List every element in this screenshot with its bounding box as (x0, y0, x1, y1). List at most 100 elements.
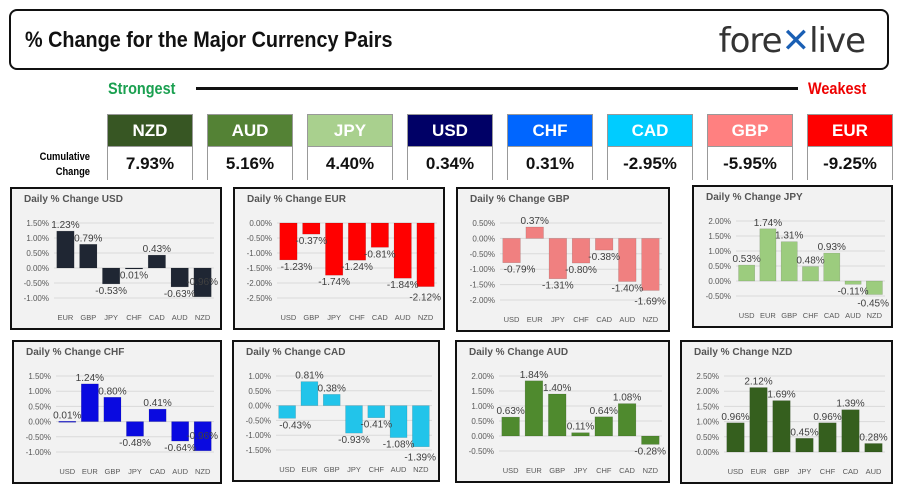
currency-code: NZD (108, 115, 192, 147)
y-tick-label: -0.50% (470, 250, 495, 259)
x-tick-label: JPY (347, 465, 361, 474)
y-tick-label: 1.00% (696, 418, 719, 427)
x-tick-label: AUD (172, 313, 188, 322)
y-tick-label: -1.00% (247, 249, 272, 258)
bar (795, 438, 814, 453)
data-label: 1.24% (76, 373, 104, 384)
y-tick-label: 0.50% (28, 402, 51, 411)
chart-title: Daily % Change EUR (247, 194, 346, 205)
cumulative-value: 5.16% (208, 147, 292, 181)
data-label: 0.01% (120, 270, 148, 281)
currency-rank-chf: CHF 0.31% (507, 114, 593, 181)
x-tick-label: CHF (369, 465, 385, 474)
data-label: 0.11% (567, 422, 595, 433)
bar (864, 443, 883, 453)
x-tick-label: EUR (527, 315, 543, 324)
x-tick-label: AUD (619, 315, 635, 324)
y-tick-label: 0.50% (472, 219, 495, 228)
bar-chart: 2.00% 1.50% 1.00% 0.50% 0.00% -0.50% USD EUR GBP… (469, 370, 666, 475)
chart-panel-chf: 1.50% 1.00% 0.50% 0.00% -0.50% -1.00% USD EUR GB… (12, 340, 222, 484)
y-tick-label: 1.50% (28, 372, 51, 381)
x-tick-label: CAD (149, 313, 165, 322)
bar-chart: 1.00% 0.50% 0.00% -0.50% -1.00% -1.50% USD EUR G… (246, 371, 436, 474)
bar (823, 252, 841, 282)
data-label: 0.96% (813, 412, 841, 423)
chart-title: Daily % Change GBP (470, 194, 570, 205)
y-tick-label: 0.00% (696, 448, 719, 457)
y-tick-label: -0.50% (24, 279, 49, 288)
x-tick-label: NZD (643, 466, 659, 475)
bar (772, 400, 791, 453)
currency-rank-jpy: JPY 4.40% (307, 114, 393, 181)
bar (148, 408, 167, 422)
data-label: -0.48% (119, 438, 151, 449)
bar (193, 267, 212, 298)
y-tick-label: -0.50% (469, 447, 494, 456)
y-tick-label: -2.50% (247, 294, 272, 303)
bar (501, 416, 520, 437)
data-label: -0.80% (565, 265, 597, 276)
currency-rank-cad: CAD -2.95% (607, 114, 693, 181)
y-tick-label: 0.50% (26, 249, 49, 258)
y-tick-label: -1.50% (470, 281, 495, 290)
cumulative-value: 7.93% (108, 147, 192, 181)
y-tick-label: 1.00% (708, 247, 731, 256)
y-tick-label: -1.50% (247, 264, 272, 273)
data-label: -0.28% (634, 446, 666, 457)
strength-divider (196, 87, 798, 90)
data-label: 0.45% (790, 427, 818, 438)
data-label: 0.37% (521, 216, 549, 227)
chart-panel-gbp: 0.50% 0.00% -0.50% -1.00% -1.50% -2.00% USD EUR… (456, 187, 670, 332)
x-tick-label: CHF (126, 313, 142, 322)
data-label: 1.39% (836, 399, 864, 410)
data-label: 0.48% (796, 256, 824, 267)
bar-chart: 1.50% 1.00% 0.50% 0.00% -0.50% -1.00% EUR GBP JP… (24, 219, 218, 322)
currency-rank-usd: USD 0.34% (407, 114, 493, 181)
bar (726, 422, 745, 453)
y-tick-label: -0.50% (246, 416, 271, 425)
x-tick-label: NZD (195, 313, 211, 322)
x-tick-label: GBP (324, 465, 340, 474)
y-tick-label: 0.00% (28, 418, 51, 427)
y-tick-label: -1.00% (470, 265, 495, 274)
bar (147, 254, 166, 269)
x-tick-label: EUR (82, 467, 98, 476)
bar (738, 264, 755, 282)
data-label: 0.79% (74, 233, 102, 244)
data-label: -1.23% (281, 262, 313, 273)
x-tick-label: CAD (596, 315, 612, 324)
x-tick-label: CAD (824, 311, 840, 320)
bar (393, 222, 412, 279)
chart-title: Daily % Change JPY (706, 192, 803, 203)
x-tick-label: AUD (845, 311, 861, 320)
bar (389, 405, 408, 438)
x-tick-label: CHF (803, 311, 819, 320)
data-label: -0.41% (360, 420, 392, 431)
y-tick-label: 1.00% (28, 387, 51, 396)
currency-code: USD (408, 115, 492, 147)
header-box: % Change for the Major Currency Pairs fo… (9, 9, 889, 70)
data-label: 0.43% (143, 244, 171, 255)
bar (193, 421, 212, 452)
weakest-label: Weakest (808, 79, 867, 98)
y-tick-label: 1.50% (471, 387, 494, 396)
data-label: 0.01% (53, 410, 81, 421)
data-label: -0.96% (186, 277, 218, 288)
y-tick-label: -2.00% (470, 296, 495, 305)
bar (844, 280, 862, 285)
y-tick-label: 0.00% (708, 277, 731, 286)
x-tick-label: USD (281, 313, 297, 322)
x-tick-label: JPY (798, 467, 812, 476)
y-tick-label: -2.00% (247, 279, 272, 288)
bar (841, 409, 860, 453)
bar (525, 226, 544, 239)
y-tick-label: 1.00% (471, 402, 494, 411)
y-tick-label: 2.50% (696, 372, 719, 381)
data-label: 0.80% (98, 386, 126, 397)
y-tick-label: -0.50% (706, 292, 731, 301)
x-tick-label: USD (504, 315, 520, 324)
bar (618, 238, 637, 282)
y-tick-label: 2.00% (708, 217, 731, 226)
bar (641, 435, 660, 445)
data-label: 1.08% (613, 393, 641, 404)
